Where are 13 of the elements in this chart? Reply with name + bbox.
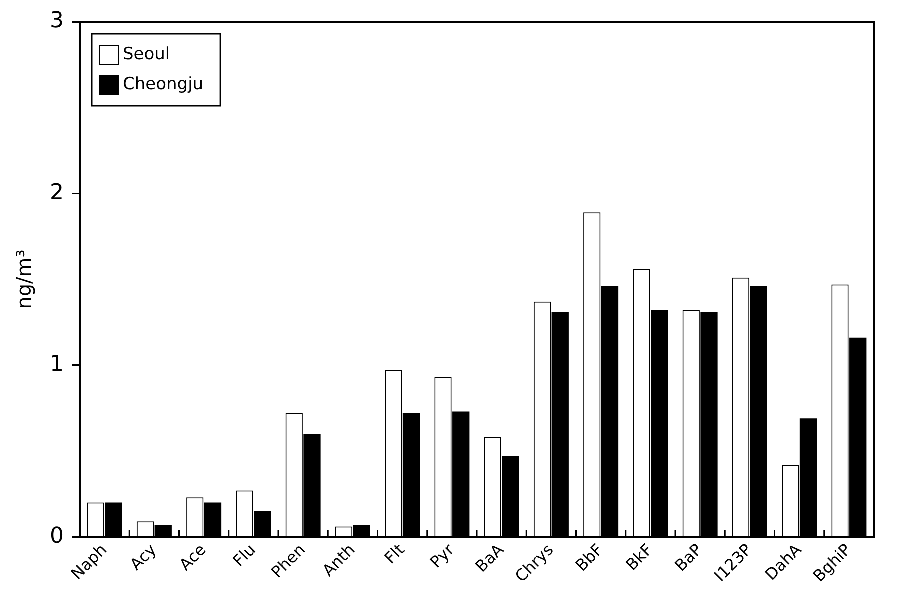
x-tick-label: BaA [472,540,508,576]
x-tick-label: Flu [229,540,260,570]
x-tick-label: Pyr [426,540,458,572]
x-tick-label: Ace [176,540,210,574]
legend-label: Seoul [122,44,170,64]
y-tick-label: 3 [50,8,64,34]
y-tick-label: 0 [50,524,64,549]
y-tick-label: 2 [50,180,64,206]
legend-label: Cheongju [122,74,204,94]
x-tick-label: Acy [126,540,160,574]
y-tick-label: 1 [50,352,64,378]
x-tick-label: Flt [380,540,408,568]
y-axis-title: ng/m³ [12,250,36,310]
